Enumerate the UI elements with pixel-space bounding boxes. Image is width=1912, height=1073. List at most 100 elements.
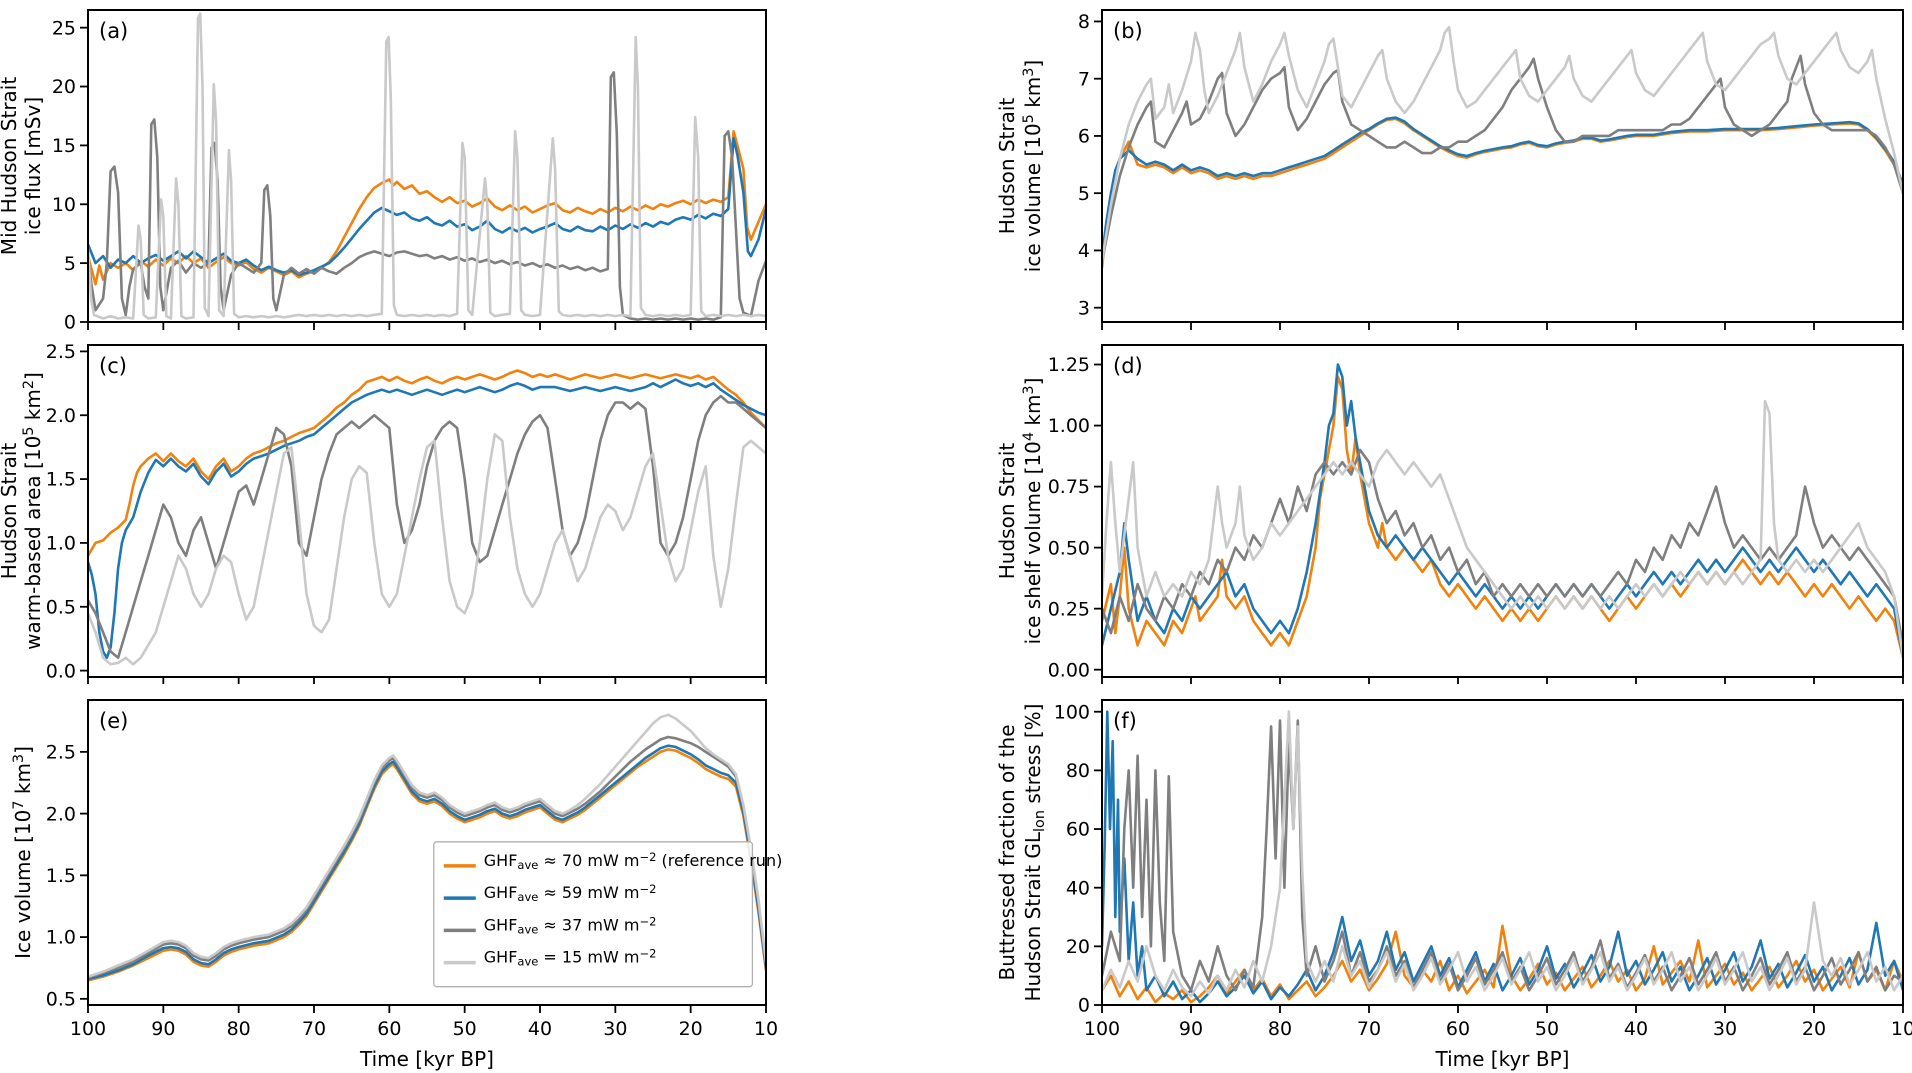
y-tick-label: 2.5	[46, 742, 76, 764]
y-tick-label: 1.25	[1048, 354, 1090, 376]
x-tick-label: 90	[1179, 1018, 1203, 1040]
y-tick-label: 4	[1078, 240, 1090, 262]
x-tick-label: 10	[1891, 1018, 1912, 1040]
y-tick-label: 0	[1078, 995, 1090, 1017]
x-tick-label: 50	[453, 1018, 477, 1040]
y-tick-label: 25	[52, 17, 76, 39]
y-tick-label: 0.75	[1048, 476, 1090, 498]
legend-label-darkgray: GHFave ≈ 37 mW m−2	[484, 914, 657, 936]
x-tick-label: 100	[70, 1018, 106, 1040]
series-darkgray-line	[88, 71, 766, 321]
panel-letter: (b)	[1113, 19, 1143, 43]
y-tick-label: 0.5	[46, 988, 76, 1010]
y-tick-label: 2.5	[46, 341, 76, 363]
panel-a-series	[88, 12, 766, 321]
x-axis	[1101, 322, 1904, 330]
panel-d-series	[1102, 363, 1903, 659]
y-tick-label: 3	[1078, 297, 1090, 319]
x-tick-label: 40	[528, 1018, 552, 1040]
x-tick-label: 40	[1624, 1018, 1648, 1040]
series-orange-line	[1102, 924, 1903, 1004]
plot-border	[1101, 699, 1904, 1006]
x-tick-label: 50	[1535, 1018, 1559, 1040]
panel-letter: (e)	[99, 709, 128, 733]
panel-e-series	[88, 713, 766, 982]
y-tick-label: 0.25	[1048, 598, 1090, 620]
legend: GHFave ≈ 70 mW m−2 (reference run) GHFave…	[433, 841, 783, 988]
y-tick-label: 80	[1066, 760, 1090, 782]
y-tick-label: 0.0	[46, 660, 76, 682]
y-tick-label: 0.00	[1048, 659, 1090, 681]
y-tick-label: 100	[1054, 701, 1090, 723]
x-tick-label: 70	[1357, 1018, 1381, 1040]
y-tick-label: 7	[1078, 68, 1090, 90]
y-tick-label: 1.0	[46, 927, 76, 949]
y-tick-label: 1.0	[46, 533, 76, 555]
series-lightgray-line	[1102, 25, 1903, 264]
y-tick-label: 0.5	[46, 596, 76, 618]
y-tick-label: 0	[64, 312, 76, 330]
series-lightgray-line	[1102, 710, 1903, 998]
panel-c-chart: 0.0 0.5 1.0 1.5 2.0 2.5 Hudson Strait warm-base…	[0, 330, 956, 684]
x-tick-label: 80	[227, 1018, 251, 1040]
plot-border	[1101, 9, 1904, 323]
series-orange-line	[88, 369, 766, 557]
panel-e-chart: 100 90 80 70 60 50 40 30 20 10 Time [kyr BP] 0.5 1.0…	[0, 684, 956, 1073]
y-axis: 3 4 5 6 7 8	[1078, 11, 1102, 319]
panel-letter: (d)	[1113, 354, 1143, 378]
x-tick-label: 10	[754, 1018, 778, 1040]
y-tick-label: 1.5	[46, 865, 76, 887]
y-tick-label: 2.0	[46, 803, 76, 825]
x-tick-label: 20	[1802, 1018, 1826, 1040]
x-tick-label: 30	[1713, 1018, 1737, 1040]
y-axis-label: Hudson Strait GLlon stress [%]	[1021, 704, 1048, 1002]
y-axis: 0.0 0.5 1.0 1.5 2.0 2.5	[46, 341, 88, 682]
legend-box	[433, 841, 754, 988]
x-tick-label: 80	[1268, 1018, 1292, 1040]
y-tick-label: 60	[1066, 819, 1090, 841]
series-darkgray-line	[1102, 54, 1903, 264]
y-axis-label: Hudson Strait	[995, 98, 1019, 235]
series-darkgray-line	[88, 394, 766, 660]
y-axis-label: Ice volume [107 km3]	[11, 746, 35, 959]
x-tick-label: 60	[377, 1018, 401, 1040]
series-blue-line	[88, 378, 766, 660]
y-axis: 0.00 0.25 0.50 0.75 1.00 1.25	[1048, 354, 1102, 681]
x-tick-label: 90	[151, 1018, 175, 1040]
panel-b-chart: 3 4 5 6 7 8 Hudson Strait ice volume [105 km3] (…	[956, 0, 1912, 330]
panel-letter: (a)	[99, 19, 128, 43]
x-axis: 100 90 80 70 60 50 40 30 20 10 Time [kyr BP]	[70, 1005, 778, 1071]
legend-label-orange: GHFave ≈ 70 mW m−2 (reference run)	[484, 850, 783, 872]
series-orange-line	[88, 130, 766, 286]
x-axis	[87, 322, 767, 330]
panel-b-series	[1102, 25, 1903, 269]
y-tick-label: 6	[1078, 126, 1090, 148]
series-blue-line	[88, 744, 766, 981]
panel-c-series	[88, 369, 766, 666]
y-tick-label: 10	[52, 194, 76, 216]
plot-border	[87, 9, 767, 323]
series-darkgray-line	[1102, 719, 1903, 992]
y-axis-label: Hudson Strait	[995, 443, 1019, 580]
x-axis	[87, 677, 767, 684]
panel-f-series	[1102, 710, 1903, 1004]
y-tick-label: 0.50	[1048, 537, 1090, 559]
y-axis-label: ice flux [mSv]	[21, 97, 45, 235]
series-lightgray-line	[88, 433, 766, 666]
x-tick-label: 60	[1446, 1018, 1470, 1040]
legend-label-lightgray: GHFave = 15 mW m−2	[484, 947, 657, 969]
y-tick-label: 1.00	[1048, 415, 1090, 437]
y-tick-label: 5	[64, 253, 76, 275]
y-tick-label: 5	[1078, 183, 1090, 205]
y-tick-label: 2.0	[46, 405, 76, 427]
series-orange-line	[1102, 117, 1903, 269]
x-tick-label: 20	[679, 1018, 703, 1040]
panel-letter: (c)	[99, 354, 127, 378]
y-axis-label: Hudson Strait	[0, 443, 21, 580]
x-tick-label: 30	[603, 1018, 627, 1040]
legend-label-blue: GHFave ≈ 59 mW m−2	[484, 882, 657, 904]
y-axis: 0 5 10 15 20 25	[52, 17, 88, 330]
panel-d-chart: 0.00 0.25 0.50 0.75 1.00 1.25 Hudson Strait ice…	[956, 330, 1912, 684]
series-lightgray-line	[88, 12, 766, 320]
